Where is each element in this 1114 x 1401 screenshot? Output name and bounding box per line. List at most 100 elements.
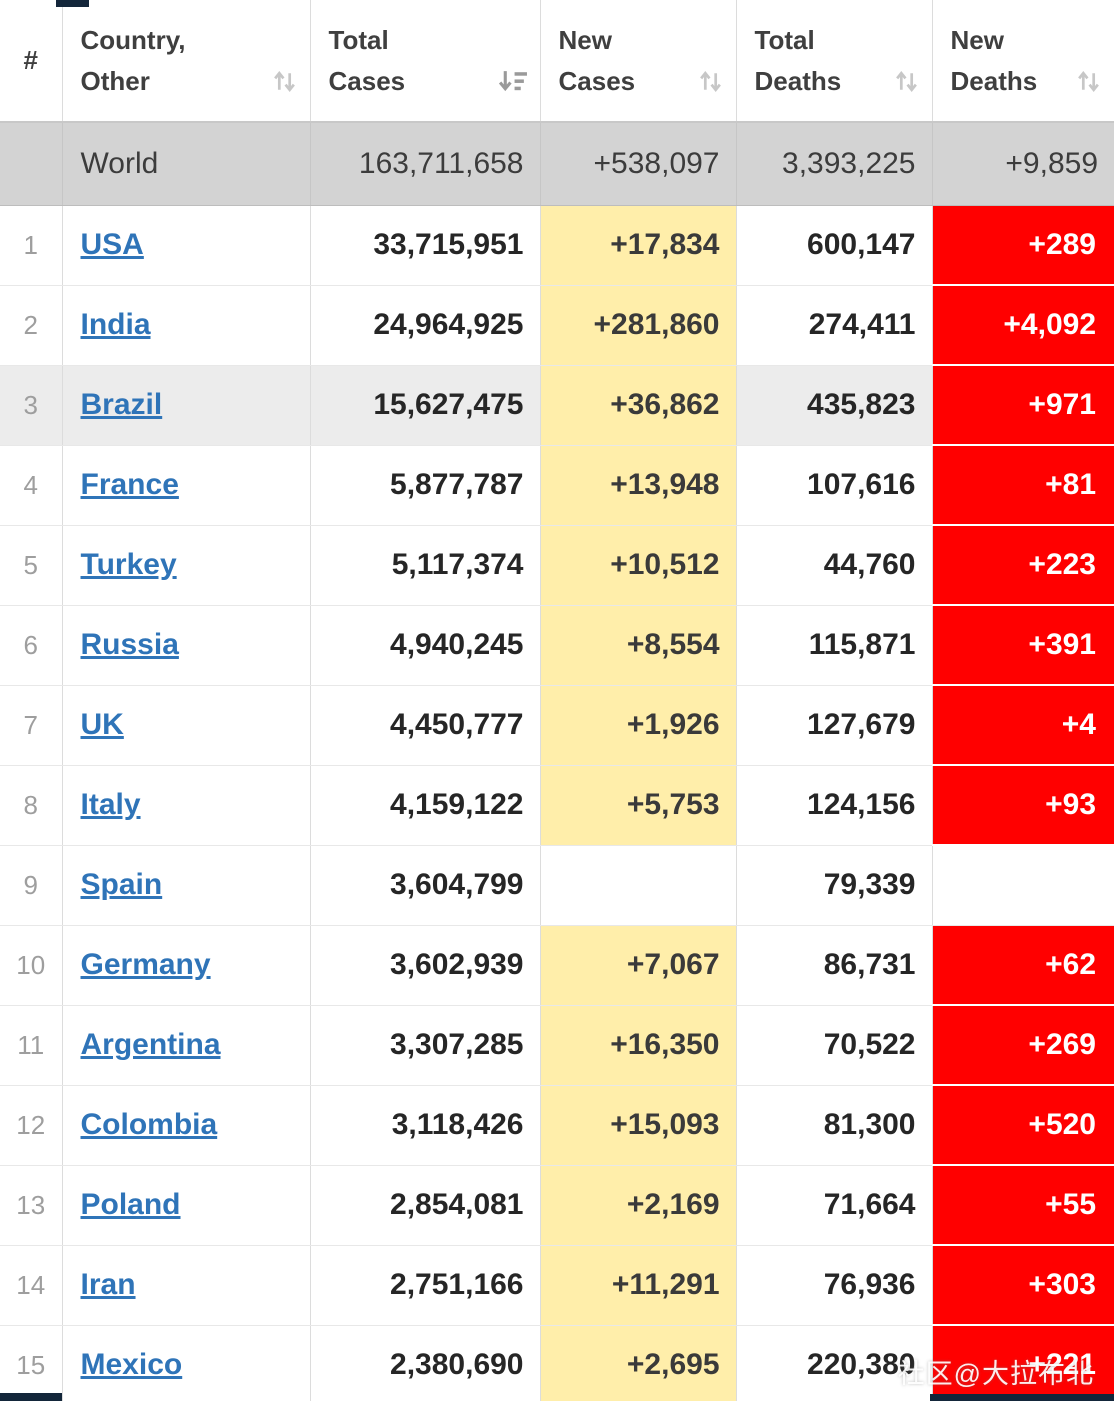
total-cases-cell: 2,380,690: [310, 1325, 541, 1401]
header-rank[interactable]: #: [0, 0, 63, 123]
country-cell: Turkey: [62, 525, 311, 606]
new-cases-cell: +281,860: [540, 285, 737, 366]
new-deaths-cell: +223: [932, 525, 1114, 606]
world-new-cases-cell: +538,097: [540, 122, 737, 206]
rank-cell: 13: [0, 1165, 63, 1246]
sort-both-icon[interactable]: [1075, 68, 1102, 95]
total-deaths-cell: 70,522: [736, 1005, 933, 1086]
total-cases-cell: 5,117,374: [310, 525, 541, 606]
header-total-deaths[interactable]: Total Deaths: [736, 0, 933, 123]
country-cell: Brazil: [62, 365, 311, 446]
rank-cell: 1: [0, 205, 63, 286]
new-deaths-cell: +55: [932, 1165, 1114, 1246]
country-link[interactable]: Italy: [80, 788, 141, 821]
world-total-row: World 163,711,658 +538,097 3,393,225 +9,…: [0, 122, 1114, 206]
header-new-cases[interactable]: New Cases: [540, 0, 737, 123]
total-deaths-cell: 600,147: [736, 205, 933, 286]
country-link[interactable]: Colombia: [80, 1108, 218, 1141]
world-label-cell: World: [62, 122, 311, 206]
country-link[interactable]: Poland: [80, 1188, 181, 1221]
new-cases-cell: +2,695: [540, 1325, 737, 1401]
total-deaths-cell: 71,664: [736, 1165, 933, 1246]
new-cases-cell: [540, 845, 737, 926]
table-body: World 163,711,658 +538,097 3,393,225 +9,…: [0, 122, 1114, 1401]
total-deaths-cell: 107,616: [736, 445, 933, 526]
header-total-cases-label: Total Cases: [328, 25, 406, 96]
new-deaths-cell: +93: [932, 765, 1114, 846]
country-cell: Argentina: [62, 1005, 311, 1086]
header-country[interactable]: Country, Other: [62, 0, 311, 123]
rank-cell: 8: [0, 765, 63, 846]
sort-both-icon[interactable]: [893, 68, 920, 95]
country-cell: Colombia: [62, 1085, 311, 1166]
rank-cell: 4: [0, 445, 63, 526]
rank-cell: 2: [0, 285, 63, 366]
rank-cell: 14: [0, 1245, 63, 1326]
country-link[interactable]: UK: [80, 708, 124, 741]
table-header: # Country, Other Total Cases: [0, 0, 1114, 123]
new-deaths-cell: +62: [932, 925, 1114, 1006]
new-cases-cell: +15,093: [540, 1085, 737, 1166]
country-link[interactable]: India: [80, 308, 151, 341]
country-link[interactable]: France: [80, 468, 179, 501]
total-cases-cell: 15,627,475: [310, 365, 541, 446]
country-link[interactable]: Mexico: [80, 1348, 183, 1381]
total-cases-cell: 4,940,245: [310, 605, 541, 686]
country-cell: Italy: [62, 765, 311, 846]
header-row: # Country, Other Total Cases: [0, 0, 1114, 123]
country-cell: France: [62, 445, 311, 526]
table-row: 10 Germany 3,602,939 +7,067 86,731 +62: [0, 925, 1114, 1006]
sort-both-icon[interactable]: [271, 68, 298, 95]
new-deaths-cell: [932, 845, 1114, 926]
table-row: 12 Colombia 3,118,426 +15,093 81,300 +52…: [0, 1085, 1114, 1166]
total-cases-cell: 5,877,787: [310, 445, 541, 526]
country-link[interactable]: Spain: [80, 868, 163, 901]
country-link[interactable]: USA: [80, 228, 144, 261]
table-row: 3 Brazil 15,627,475 +36,862 435,823 +971: [0, 365, 1114, 446]
country-cell: Germany: [62, 925, 311, 1006]
country-cell: Mexico: [62, 1325, 311, 1401]
new-deaths-cell: +391: [932, 605, 1114, 686]
country-link[interactable]: Iran: [80, 1268, 136, 1301]
total-cases-cell: 4,159,122: [310, 765, 541, 846]
total-cases-cell: 2,854,081: [310, 1165, 541, 1246]
new-cases-cell: +16,350: [540, 1005, 737, 1086]
new-cases-cell: +10,512: [540, 525, 737, 606]
rank-cell: 9: [0, 845, 63, 926]
new-cases-cell: +7,067: [540, 925, 737, 1006]
new-cases-cell: +17,834: [540, 205, 737, 286]
new-cases-cell: +13,948: [540, 445, 737, 526]
header-new-deaths[interactable]: New Deaths: [932, 0, 1114, 123]
new-deaths-cell: +221: [932, 1325, 1114, 1401]
rank-cell: 15: [0, 1325, 63, 1401]
country-link[interactable]: Russia: [80, 628, 179, 661]
header-new-deaths-label: New Deaths: [950, 25, 1038, 96]
country-link[interactable]: Germany: [80, 948, 211, 981]
sort-desc-icon[interactable]: [497, 68, 528, 95]
total-deaths-cell: 435,823: [736, 365, 933, 446]
table-row: 14 Iran 2,751,166 +11,291 76,936 +303: [0, 1245, 1114, 1326]
header-total-cases[interactable]: Total Cases: [310, 0, 541, 123]
table-row: 8 Italy 4,159,122 +5,753 124,156 +93: [0, 765, 1114, 846]
total-deaths-cell: 76,936: [736, 1245, 933, 1326]
rank-cell: 12: [0, 1085, 63, 1166]
new-deaths-cell: +520: [932, 1085, 1114, 1166]
total-deaths-cell: 86,731: [736, 925, 933, 1006]
world-new-deaths-cell: +9,859: [932, 122, 1114, 206]
table-row: 7 UK 4,450,777 +1,926 127,679 +4: [0, 685, 1114, 766]
total-cases-cell: 2,751,166: [310, 1245, 541, 1326]
sort-both-icon[interactable]: [697, 68, 724, 95]
bottom-right-edge-artifact: [930, 1394, 1114, 1401]
rank-cell: 6: [0, 605, 63, 686]
country-link[interactable]: Turkey: [80, 548, 177, 581]
header-new-cases-label: New Cases: [558, 25, 636, 96]
rank-cell: [0, 122, 63, 206]
country-link[interactable]: Argentina: [80, 1028, 221, 1061]
total-deaths-cell: 81,300: [736, 1085, 933, 1166]
header-country-label: Country, Other: [80, 25, 186, 96]
new-deaths-cell: +303: [932, 1245, 1114, 1326]
new-cases-cell: +5,753: [540, 765, 737, 846]
country-link[interactable]: Brazil: [80, 388, 163, 421]
new-deaths-cell: +4,092: [932, 285, 1114, 366]
